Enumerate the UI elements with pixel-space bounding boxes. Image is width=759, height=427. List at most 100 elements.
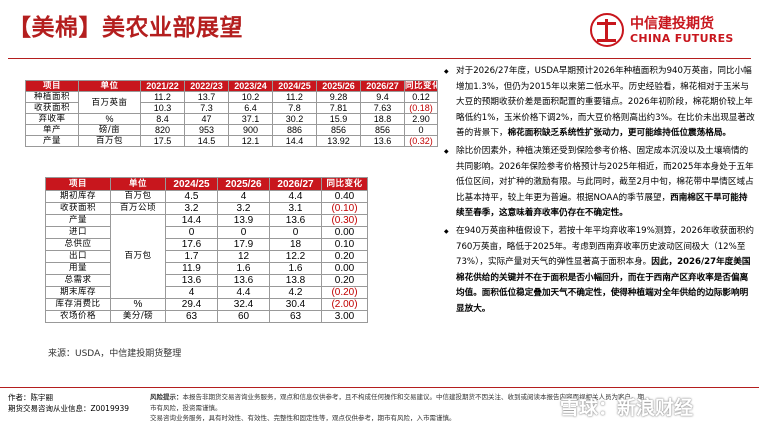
- bullet-text: 对于2026/27年度，USDA早期预计2026年种植面积为940万英亩，同比小…: [456, 66, 755, 139]
- row-label: 种植面积: [25, 91, 79, 103]
- table-cell: 7.81: [316, 102, 361, 114]
- table-cell: 0: [217, 226, 270, 239]
- table-cell: 9.28: [316, 91, 361, 103]
- row-label: 期末库存: [45, 286, 111, 299]
- row-label: 用量: [45, 262, 111, 275]
- change-cell: 0.00: [321, 262, 368, 275]
- table-cell: 1.6: [217, 262, 270, 275]
- table-cell: 13.6: [360, 135, 405, 147]
- change-cell: (0.20): [321, 286, 368, 299]
- table-row: 出口 1.7 12 12.2 0.20: [45, 250, 368, 263]
- unit-cell: %: [78, 113, 141, 125]
- table-row: 单产 磅/亩 820 953 900 886 856 856 0: [25, 124, 438, 136]
- table-header-row: 项目 单位 2024/25 2025/26 2026/27 同比变化: [45, 177, 368, 191]
- col-header: 2021/22: [140, 80, 185, 92]
- unit-cell: 百万包: [110, 214, 166, 299]
- unit-cell: 百万包: [78, 135, 141, 147]
- col-header: 同比变化: [321, 177, 368, 191]
- table-cell: 13.6: [269, 214, 322, 227]
- row-label: 进口: [45, 226, 111, 239]
- table-cell: 0: [165, 226, 218, 239]
- table-cell: 3.2: [217, 202, 270, 215]
- table-row: 用量 11.9 1.6 1.6 0.00: [45, 262, 368, 275]
- bullet-item: 除比价因素外，种植决策还受到保险参考价格、固定成本沉没以及土壤墒情的共同影响。2…: [444, 144, 756, 222]
- risk-disclaimer: 风险提示：本报告非期货交易咨询业务服务，观点和信息仅供参考，且不构成任何操作和交…: [150, 392, 650, 424]
- table-cell: 4: [165, 286, 218, 299]
- row-label: 弃收率: [25, 113, 79, 125]
- change-cell: (0.10): [321, 202, 368, 215]
- col-header: 2025/26: [217, 177, 270, 191]
- table-row: 期初库存 百万包 4.5 4 4.4 0.40: [45, 190, 368, 203]
- table-cell: 856: [360, 124, 405, 136]
- col-header: 2024/25: [272, 80, 317, 92]
- row-label: 总需求: [45, 274, 111, 287]
- col-header: 同比变化: [404, 80, 438, 92]
- col-header: 2025/26: [316, 80, 361, 92]
- table-cell: 12.1: [228, 135, 273, 147]
- table-cell: 7.63: [360, 102, 405, 114]
- table-cell: 1.7: [165, 250, 218, 263]
- table-cell: 8.4: [140, 113, 185, 125]
- change-cell: 2.90: [404, 113, 438, 125]
- table-cell: 60: [217, 310, 270, 323]
- row-label: 出口: [45, 250, 111, 263]
- table-row: 期末库存 4 4.4 4.2 (0.20): [45, 286, 368, 299]
- change-cell: 0.00: [321, 226, 368, 239]
- table-cell: 4.4: [269, 190, 322, 203]
- table-cell: 14.5: [184, 135, 229, 147]
- table-cell: 13.8: [269, 274, 322, 287]
- table-cell: 18.8: [360, 113, 405, 125]
- table-cell: 29.4: [165, 298, 218, 311]
- table-cell: 13.9: [217, 214, 270, 227]
- table-row: 收获面积 百万公顷 3.2 3.2 3.1 (0.10): [45, 202, 368, 215]
- table-cell: 0: [269, 226, 322, 239]
- table-cell: 32.4: [217, 298, 270, 311]
- bullet-item: 对于2026/27年度，USDA早期预计2026年种植面积为940万英亩，同比小…: [444, 64, 756, 142]
- change-cell: 0.20: [321, 274, 368, 287]
- table-header-row: 项目 单位 2021/22 2022/23 2023/24 2024/25 20…: [25, 80, 438, 92]
- table-cell: 10.3: [140, 102, 185, 114]
- table-cell: 13.6: [165, 274, 218, 287]
- bullet-emphasis: 西南棉区干旱可能持续至春季，这意味着弃收率仍存在不确定性。: [456, 192, 748, 219]
- table-row: 农场价格 美分/磅 63 60 63 3.00: [45, 310, 368, 323]
- col-header: 2022/23: [184, 80, 229, 92]
- bullet-emphasis: 棉花面积缺乏系统性扩张动力，更可能维持低位震荡格局。: [507, 128, 732, 139]
- table-cell: 12: [217, 250, 270, 263]
- risk-label: 风险提示：: [150, 393, 183, 401]
- table-cell: 12.2: [269, 250, 322, 263]
- row-label: 农场价格: [45, 310, 111, 323]
- watermark: 雪球：新浪财经: [560, 397, 694, 419]
- unit-cell: 百万包: [110, 190, 166, 203]
- page-title: 【美棉】美农业部展望: [8, 15, 243, 41]
- table-row: 进口 0 0 0 0.00: [45, 226, 368, 239]
- table-cell: 10.2: [228, 91, 273, 103]
- col-header: 项目: [25, 80, 79, 92]
- table-cell: 4.4: [217, 286, 270, 299]
- unit-cell: 百万英亩: [78, 91, 141, 114]
- change-cell: 0.20: [321, 250, 368, 263]
- unit-cell: 磅/亩: [78, 124, 141, 136]
- table-cell: 1.6: [269, 262, 322, 275]
- row-label: 收获面积: [25, 102, 79, 114]
- bullet-item: 在940万英亩种植假设下，若按十年平均弃收率19%测算，2026年收获面积约76…: [444, 224, 756, 318]
- col-header: 单位: [78, 80, 141, 92]
- table-row: 库存消费比 % 29.4 32.4 30.4 (2.00): [45, 298, 368, 311]
- table-row: 弃收率 % 8.4 47 37.1 30.2 15.9 18.8 2.90: [25, 113, 438, 125]
- col-header: 2026/27: [360, 80, 405, 92]
- table-cell: 6.4: [228, 102, 273, 114]
- table-cell: 7.8: [272, 102, 317, 114]
- table-cell: 30.2: [272, 113, 317, 125]
- table-cell: 13.92: [316, 135, 361, 147]
- table-cell: 7.3: [184, 102, 229, 114]
- unit-cell: %: [110, 298, 166, 311]
- bullet-emphasis: 因此，2026/27年度美国棉花供给的关键并不在于面积是否小幅回升，而在于西南产…: [456, 257, 751, 314]
- analysis-bullets: 对于2026/27年度，USDA早期预计2026年种植面积为940万英亩，同比小…: [444, 64, 756, 320]
- row-label: 单产: [25, 124, 79, 136]
- change-cell: (0.32): [404, 135, 438, 147]
- table-cell: 47: [184, 113, 229, 125]
- change-cell: 0.10: [321, 238, 368, 251]
- table-cell: 886: [272, 124, 317, 136]
- table-cell: 63: [269, 310, 322, 323]
- bullet-text: 在940万英亩种植假设下，若按十年平均弃收率19%测算，2026年收获面积约76…: [456, 225, 755, 268]
- table-cell: 63: [165, 310, 218, 323]
